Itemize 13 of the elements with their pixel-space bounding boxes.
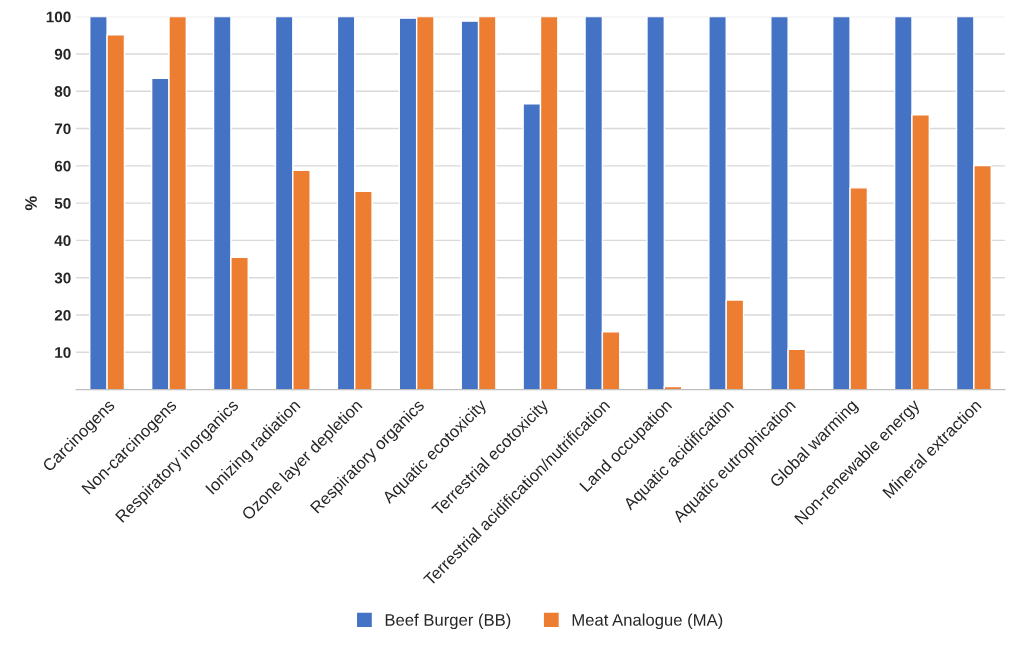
y-tick-label: 30 xyxy=(54,272,71,284)
y-tick-label: 20 xyxy=(54,309,71,321)
legend-label: Beef Burger (BB) xyxy=(385,613,511,630)
y-tick-label: 80 xyxy=(54,86,71,97)
y-tick-label: 50 xyxy=(54,198,71,209)
legend-label: Meat Analogue (MA) xyxy=(572,613,723,630)
y-tick-label: 60 xyxy=(54,160,71,172)
y-tick-label: 40 xyxy=(54,235,71,247)
y-tick-label: 90 xyxy=(54,48,71,60)
y-tick-label: 100 xyxy=(46,11,71,23)
y-axis-title: % xyxy=(25,196,37,211)
y-tick-label: 10 xyxy=(55,347,71,358)
y-tick-label: 70 xyxy=(54,123,71,135)
